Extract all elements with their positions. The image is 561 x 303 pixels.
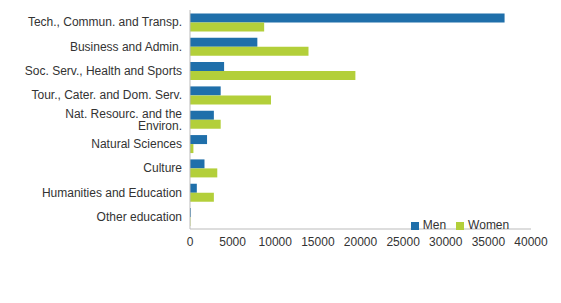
svg-text:Tech., Commun. and Transp.: Tech., Commun. and Transp. <box>28 15 182 29</box>
svg-text:Soc. Serv., Health and Sports: Soc. Serv., Health and Sports <box>25 64 182 78</box>
svg-text:0: 0 <box>187 235 194 249</box>
svg-text:20000: 20000 <box>344 235 378 249</box>
svg-text:Business and Admin.: Business and Admin. <box>70 40 182 54</box>
svg-text:30000: 30000 <box>429 235 463 249</box>
svg-text:40000: 40000 <box>514 235 548 249</box>
svg-text:35000: 35000 <box>472 235 506 249</box>
svg-text:15000: 15000 <box>301 235 335 249</box>
svg-text:10000: 10000 <box>259 235 293 249</box>
svg-text:Nat. Resourc. and theEnviron.: Nat. Resourc. and theEnviron. <box>65 107 182 133</box>
svg-text:5000: 5000 <box>219 235 246 249</box>
html-text:Women: Women <box>468 218 510 232</box>
svg-text:Tour., Cater. and Dom. Serv.: Tour., Cater. and Dom. Serv. <box>31 88 182 102</box>
svg-text:25000: 25000 <box>386 235 420 249</box>
svg-text:Natural Sciences: Natural Sciences <box>91 137 182 151</box>
svg-text:Other education: Other education <box>97 210 182 224</box>
svg-text:Humanities and Education: Humanities and Education <box>42 186 182 200</box>
html-text:Men: Men <box>422 218 447 232</box>
svg-text:Culture: Culture <box>143 161 182 175</box>
